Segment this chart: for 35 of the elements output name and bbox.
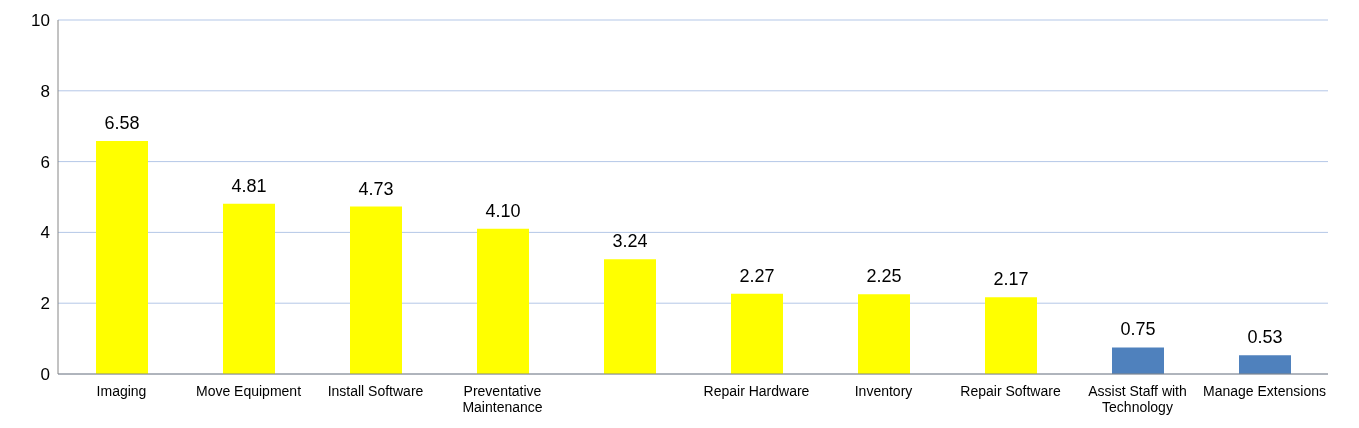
y-tick-label: 4 [40, 223, 50, 243]
y-tick-label: 6 [40, 152, 50, 172]
y-tick-label: 2 [40, 294, 50, 314]
data-label: 4.81 [231, 175, 267, 196]
x-tick-label: Move Equipment [195, 383, 302, 399]
data-label: 4.73 [358, 178, 394, 199]
bar [1239, 355, 1291, 374]
y-tick-label: 10 [31, 11, 50, 31]
bar [223, 203, 275, 374]
x-tick-label: Repair Hardware [703, 383, 810, 399]
x-tick-label: Manage Extensions [1203, 383, 1326, 399]
data-label: 0.75 [1120, 319, 1156, 340]
data-label: 6.58 [104, 113, 140, 134]
x-tick-label: Repair Software [960, 383, 1061, 399]
bar [604, 259, 656, 374]
y-tick-label: 0 [40, 365, 50, 385]
bar [985, 297, 1037, 374]
x-tick-label: Preventative Maintenance [462, 383, 543, 415]
data-label: 4.10 [485, 200, 521, 221]
data-label: 0.53 [1247, 327, 1283, 348]
bar [1112, 347, 1164, 374]
bar [731, 293, 783, 374]
data-label: 2.27 [739, 265, 775, 286]
bar [96, 141, 148, 374]
bar [858, 294, 910, 374]
bar [350, 206, 402, 374]
x-tick-label: Imaging [96, 383, 147, 399]
x-tick-label: Assist Staff with Technology [1088, 383, 1187, 415]
bar [477, 228, 529, 374]
x-tick-label: Inventory [854, 383, 913, 399]
y-tick-label: 8 [40, 81, 50, 101]
data-label: 2.25 [866, 266, 902, 287]
data-label: 3.24 [612, 231, 648, 252]
x-tick-label: Install Software [327, 383, 424, 399]
data-label: 2.17 [993, 269, 1029, 290]
